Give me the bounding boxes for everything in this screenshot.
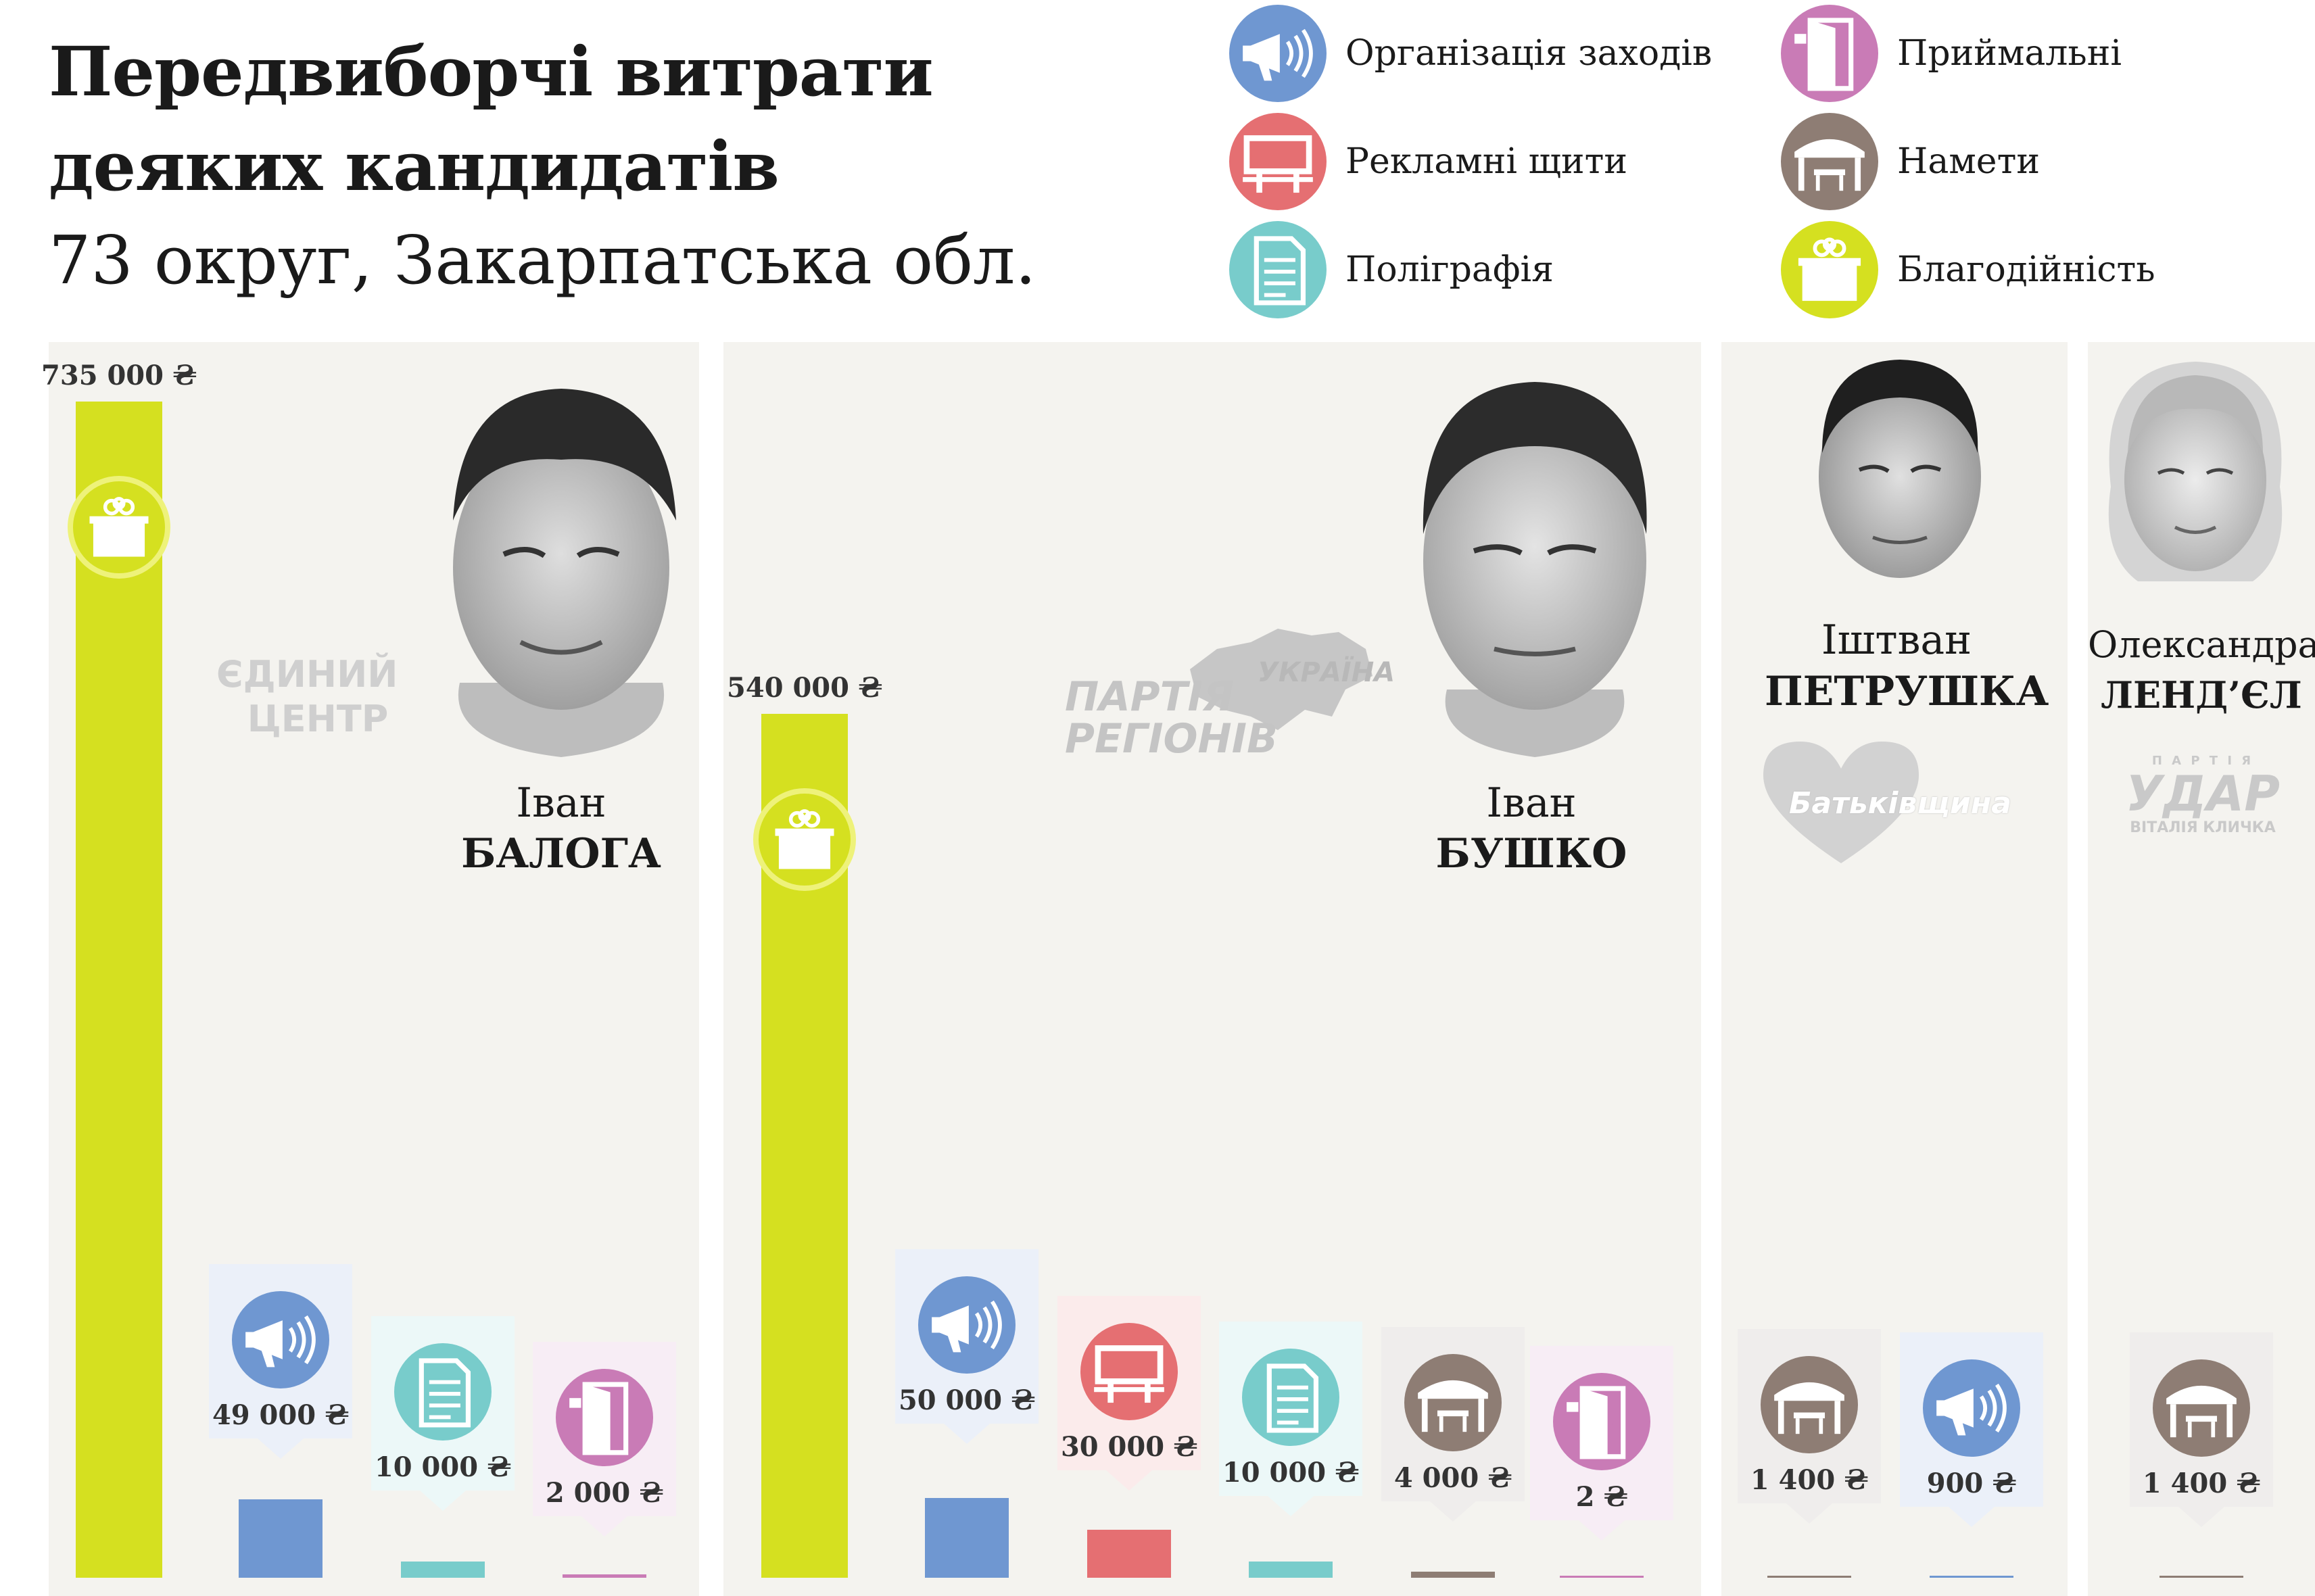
candidate-first-name: Іштван	[1821, 616, 1972, 664]
party-name-line1: ЄДИНИЙ	[216, 653, 398, 696]
party-name-line1: УДАР	[2125, 765, 2281, 822]
legend-label-tents: Намети	[1897, 141, 2040, 182]
party-logo-regions: ПАРТІЯ РЕГІОНІВ	[1065, 676, 1278, 760]
candidate-last-name: ПЕТРУШКА	[1765, 668, 2049, 715]
callout-pointer	[2178, 1507, 2224, 1527]
page-title-line2: деяких кандидатів	[49, 126, 780, 206]
legend-megaphone-icon	[1229, 5, 1327, 105]
callout-door-icon	[1553, 1373, 1650, 1473]
bar-gift-icon	[753, 788, 856, 891]
bar-gift-icon	[68, 476, 170, 579]
candidate-photo-baloha	[453, 389, 676, 757]
party-logo-edynyi-tsentr: ЄДИНИЙ ЦЕНТР	[216, 652, 398, 742]
callout-megaphone-icon	[1923, 1359, 2020, 1459]
callout-pointer	[1430, 1501, 1476, 1522]
legend-label-events: Організація заходів	[1345, 33, 1713, 74]
candidate-last-name: ЛЕНД’ЄЛ	[2101, 673, 2302, 717]
callout-door-icon	[556, 1369, 653, 1469]
callout-value-label: 1 400 ₴	[2142, 1468, 2261, 1499]
party-top: П А Р Т І Я	[2151, 754, 2254, 768]
party-logo-regions-extra: УКРАЇНА	[1258, 657, 1395, 688]
bar-printing	[401, 1562, 485, 1578]
callout-pointer	[1949, 1507, 1995, 1527]
bar-billboards	[1087, 1529, 1171, 1578]
callout-billboard-icon	[1080, 1323, 1178, 1423]
bar-value-label: 735 000 ₴	[41, 360, 197, 391]
candidate-first-name: Іван	[1486, 779, 1577, 827]
legend-label-offices: Приймальні	[1897, 33, 2122, 74]
candidate-photo-lendel	[2108, 362, 2283, 581]
party-name-line2: ЦЕНТР	[247, 698, 389, 740]
bar-tents	[1411, 1571, 1495, 1578]
callout-document-icon	[1242, 1349, 1339, 1449]
bar-offices	[563, 1574, 646, 1578]
callout-value-label: 30 000 ₴	[1060, 1431, 1198, 1463]
party-logo-batkivshchyna-heart	[1763, 742, 1919, 863]
legend-label-billboards: Рекламні щити	[1345, 141, 1627, 182]
callout-megaphone-icon	[232, 1291, 329, 1391]
legend-billboard-icon	[1229, 113, 1327, 213]
legend-door-icon	[1781, 5, 1878, 105]
party-logo-batkivshchyna: Батьківщина	[1789, 786, 2011, 821]
legend-label-charity: Благодійність	[1897, 249, 2155, 290]
callout-value-label: 10 000 ₴	[374, 1451, 512, 1483]
page-title-line1: Передвиборчі витрати	[49, 32, 934, 112]
party-logo-regions-map	[1190, 629, 1373, 730]
bar-events	[239, 1499, 323, 1578]
party-logo-udar: П А Р Т І Я УДАР ВІТАЛІЯ КЛИЧКА	[2108, 754, 2297, 836]
callout-pointer	[420, 1491, 466, 1511]
bar-events	[925, 1497, 1009, 1578]
callout-value-label: 900 ₴	[1926, 1468, 2017, 1499]
callout-value-label: 50 000 ₴	[898, 1384, 1036, 1416]
bar-events	[1930, 1576, 2013, 1578]
callout-value-label: 1 400 ₴	[1750, 1464, 1869, 1496]
callout-pointer	[1786, 1503, 1832, 1524]
callout-value-label: 2 000 ₴	[545, 1477, 664, 1509]
candidate-photo-bushko	[1423, 382, 1647, 757]
callout-value-label: 2 ₴	[1575, 1481, 1628, 1513]
callout-value-label: 4 000 ₴	[1393, 1462, 1512, 1494]
callout-tent-icon	[1761, 1356, 1858, 1456]
callout-pointer	[944, 1424, 990, 1444]
bar-tents	[1767, 1575, 1851, 1578]
legend-label-printing: Поліграфія	[1345, 249, 1554, 290]
callout-tent-icon	[1404, 1354, 1502, 1454]
bar-tents	[2159, 1575, 2243, 1578]
callout-value-label: 10 000 ₴	[1222, 1457, 1360, 1489]
callout-pointer	[1106, 1470, 1152, 1491]
candidate-first-name: Іван	[516, 779, 606, 827]
legend-tent-icon	[1781, 113, 1878, 213]
bar-value-label: 540 000 ₴	[727, 671, 882, 704]
callout-value-label: 49 000 ₴	[212, 1399, 350, 1431]
bar-offices	[1560, 1576, 1644, 1578]
candidate-photo-petrushka	[1819, 360, 1981, 578]
callout-pointer	[581, 1516, 627, 1537]
callout-megaphone-icon	[918, 1276, 1016, 1376]
callout-pointer	[1268, 1496, 1314, 1516]
party-name-line2: РЕГІОНІВ	[1065, 715, 1278, 763]
bar-printing	[1249, 1562, 1333, 1578]
candidate-last-name: БАЛОГА	[461, 830, 661, 877]
legend-gift-icon	[1781, 221, 1878, 321]
party-name-line1: ПАРТІЯ	[1065, 673, 1235, 721]
callout-pointer	[1579, 1520, 1625, 1541]
party-name-line2: ВІТАЛІЯ КЛИЧКА	[2130, 819, 2276, 836]
candidate-last-name: БУШКО	[1435, 830, 1627, 877]
callout-pointer	[258, 1438, 304, 1459]
page-subtitle: 73 округ, Закарпатська обл.	[49, 222, 1036, 299]
candidate-first-name: Олександра	[2088, 623, 2315, 666]
bar-charity	[76, 402, 162, 1578]
callout-document-icon	[394, 1343, 492, 1443]
legend-document-icon	[1229, 221, 1327, 321]
callout-tent-icon	[2153, 1359, 2250, 1459]
